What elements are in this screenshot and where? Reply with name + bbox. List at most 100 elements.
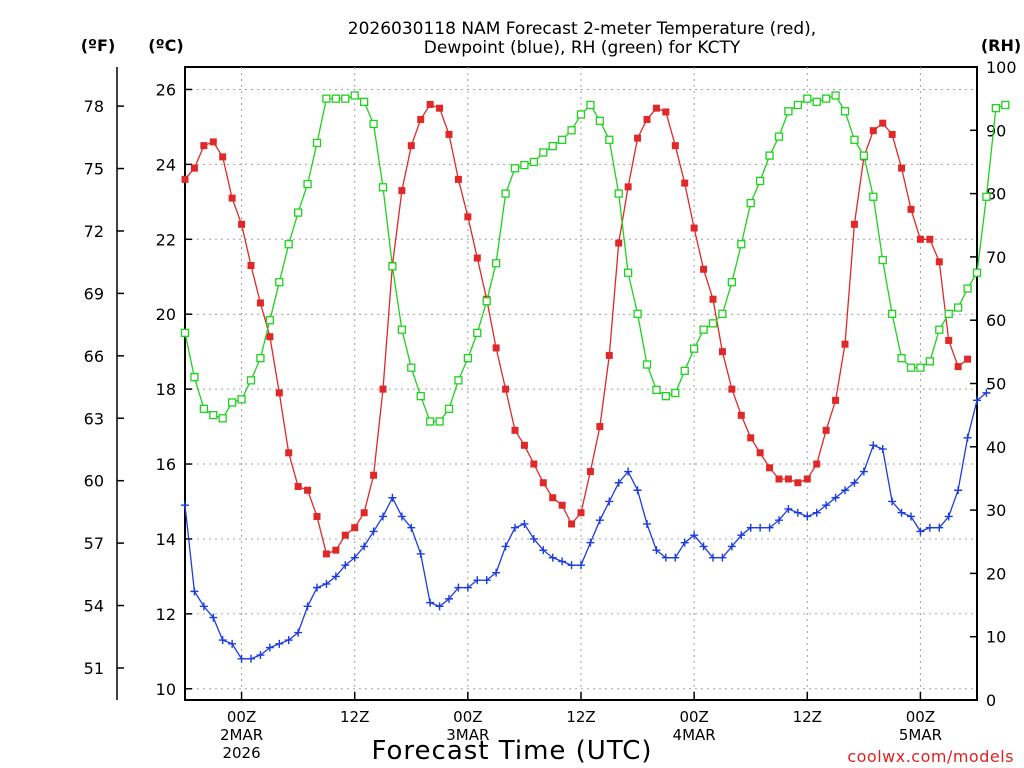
rh-point: [427, 418, 434, 425]
rh-tick-label: 40: [986, 438, 1006, 457]
dewpoint-point: [558, 557, 566, 565]
fahrenheit-axis-unit: (ºF): [81, 36, 116, 55]
dewpoint-series: [181, 389, 990, 663]
rh-point: [898, 355, 905, 362]
rh-tick-label: 50: [986, 375, 1006, 394]
dewpoint-point: [190, 587, 198, 595]
temperature-point: [644, 116, 651, 123]
temperature-point: [728, 386, 735, 393]
temperature-point: [455, 176, 462, 183]
dewpoint-line: [185, 393, 986, 659]
temperature-point: [964, 356, 971, 363]
fahrenheit-tick-label: 63: [84, 409, 104, 428]
temperature-point: [464, 213, 471, 220]
x-tick-label: 2026: [222, 744, 260, 762]
temperature-point: [398, 187, 405, 194]
dewpoint-point: [426, 599, 434, 607]
rh-point: [728, 279, 735, 286]
rh-point: [700, 326, 707, 333]
rh-point: [210, 412, 217, 419]
temperature-point: [926, 236, 933, 243]
temperature-point: [474, 255, 481, 262]
rh-point: [955, 304, 962, 311]
celsius-tick-label: 26: [156, 80, 176, 99]
rh-point: [380, 184, 387, 191]
rh-point: [747, 200, 754, 207]
temperature-point: [804, 476, 811, 483]
temperature-point: [304, 487, 311, 494]
rh-point: [408, 364, 415, 371]
temperature-point: [908, 206, 915, 213]
rh-point: [691, 345, 698, 352]
dewpoint-point: [511, 524, 519, 532]
temperature-point: [681, 180, 688, 187]
dewpoint-point: [964, 434, 972, 442]
x-tick-label: 12Z: [793, 708, 822, 726]
temperature-point: [785, 476, 792, 483]
rh-point: [945, 310, 952, 317]
rh-point: [266, 317, 273, 324]
rh-point: [606, 136, 613, 143]
temperature-point: [710, 296, 717, 303]
fahrenheit-tick-label: 66: [84, 347, 104, 366]
temperature-point: [229, 195, 236, 202]
x-tick-label: 00Z: [679, 708, 708, 726]
rh-point: [615, 190, 622, 197]
dewpoint-point: [586, 539, 594, 547]
dewpoint-point: [388, 494, 396, 502]
temperature-point: [549, 494, 556, 501]
temperature-point: [738, 412, 745, 419]
celsius-tick-label: 14: [156, 530, 176, 549]
rh-point: [785, 108, 792, 115]
dewpoint-point: [869, 441, 877, 449]
dewpoint-point: [803, 512, 811, 520]
plot-frame: [185, 67, 977, 700]
dewpoint-point: [228, 640, 236, 648]
temperature-point: [502, 386, 509, 393]
rh-point: [842, 108, 849, 115]
temperature-point: [332, 547, 339, 554]
rh-series: [182, 92, 1009, 425]
temperature-point: [210, 138, 217, 145]
x-axis-title: Forecast Time (UTC): [371, 736, 652, 766]
rh-point: [446, 405, 453, 412]
x-tick-label: 00Z: [453, 708, 482, 726]
rh-point: [474, 329, 481, 336]
rh-point: [417, 393, 424, 400]
dewpoint-point: [181, 501, 189, 509]
temperature-point: [653, 105, 660, 112]
x-tick-label: 12Z: [340, 708, 369, 726]
rh-tick-label: 10: [986, 628, 1006, 647]
temperature-point: [634, 135, 641, 142]
x-tick-label: 00Z: [906, 708, 935, 726]
rh-point: [710, 320, 717, 327]
rh-point: [257, 355, 264, 362]
rh-point: [540, 149, 547, 156]
rh-point: [398, 326, 405, 333]
celsius-tick-label: 18: [156, 380, 176, 399]
rh-point: [870, 193, 877, 200]
temperature-point: [719, 348, 726, 355]
rh-tick-label: 60: [986, 311, 1006, 330]
temperature-point: [832, 397, 839, 404]
data-series: [181, 92, 1009, 663]
fahrenheit-tick-label: 51: [84, 659, 104, 678]
rh-point: [559, 136, 566, 143]
rh-point: [351, 92, 358, 99]
rh-point: [483, 298, 490, 305]
rh-point: [304, 181, 311, 188]
dewpoint-point: [671, 554, 679, 562]
temperature-point: [889, 131, 896, 138]
rh-point: [332, 95, 339, 102]
rh-point: [794, 101, 801, 108]
temperature-point: [361, 509, 368, 516]
celsius-tick-label: 10: [156, 680, 176, 699]
rh-point: [361, 98, 368, 105]
temperature-point: [182, 176, 189, 183]
temperature-point: [257, 299, 264, 306]
temperature-point: [266, 333, 273, 340]
temperature-point: [219, 153, 226, 160]
rh-point: [936, 326, 943, 333]
temperature-point: [766, 464, 773, 471]
temperature-point: [446, 131, 453, 138]
